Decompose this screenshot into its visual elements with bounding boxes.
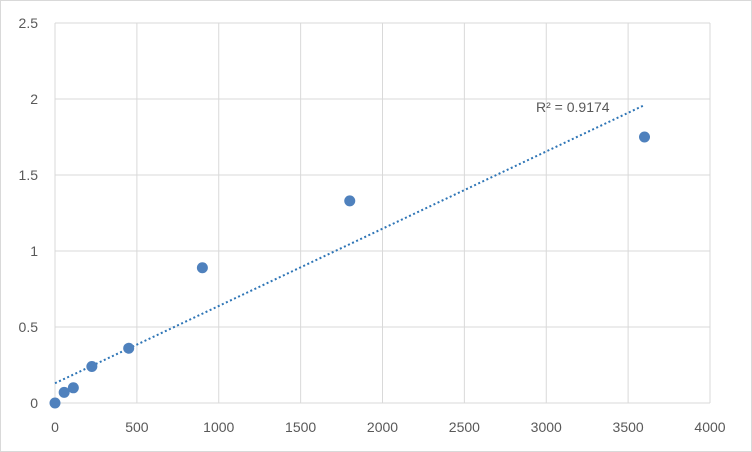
x-tick-label: 3000 [531, 419, 562, 435]
data-point [123, 342, 135, 354]
y-tick-label: 2 [30, 91, 38, 107]
data-point [86, 361, 98, 373]
y-tick-label: 0.5 [19, 319, 39, 335]
x-tick-label: 2500 [449, 419, 480, 435]
x-tick-label: 1000 [203, 419, 234, 435]
data-point [196, 262, 208, 274]
y-tick-label: 1 [30, 243, 38, 259]
data-points [49, 131, 650, 409]
x-tick-label: 500 [125, 419, 149, 435]
data-point [49, 397, 61, 409]
y-tick-label: 0 [30, 395, 38, 411]
x-tick-label: 4000 [694, 419, 725, 435]
x-tick-label: 0 [51, 419, 59, 435]
data-point [58, 386, 70, 398]
y-tick-label: 2.5 [19, 15, 39, 31]
trendline [54, 104, 645, 385]
grid-lines [54, 22, 711, 404]
data-point [639, 131, 650, 143]
x-tick-label: 2000 [367, 419, 398, 435]
r-squared-annotation: R² = 0.9174 [536, 99, 610, 115]
trendline-group [54, 104, 645, 385]
data-point [67, 382, 79, 394]
x-axis-tick-labels: 0 500 1000 1500 2000 2500 3000 3500 4000 [51, 419, 726, 435]
x-tick-label: 1500 [285, 419, 316, 435]
data-point [344, 195, 356, 207]
y-tick-label: 1.5 [19, 167, 39, 183]
x-tick-label: 3500 [613, 419, 644, 435]
y-axis-tick-labels: 0 0.5 1 1.5 2 2.5 [19, 15, 39, 411]
